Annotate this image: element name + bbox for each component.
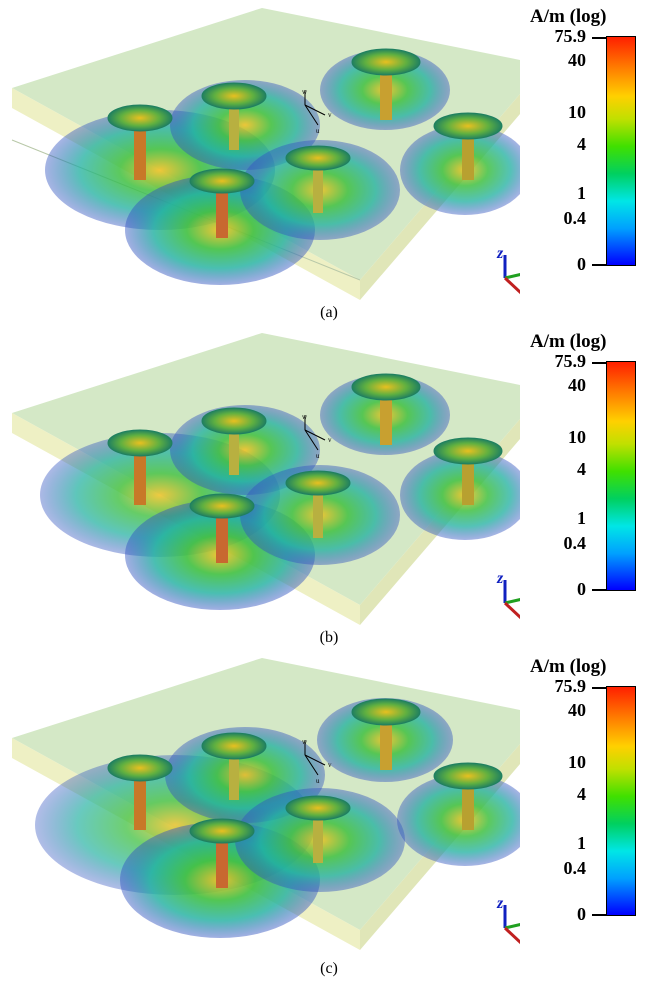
colorbar-tick: 4 (577, 784, 586, 804)
colorbar-tick: 0.4 (563, 858, 587, 878)
colorbar-tick: 1 (577, 833, 586, 853)
colorbar (606, 361, 636, 591)
panel-caption: (b) (319, 629, 339, 646)
colorbar-title: A/m (log) (530, 331, 607, 352)
panel-c: w v u z y x A/m (log) 75.9 40 10 4 1 0.4… (0, 650, 658, 977)
colorbar-tick: 4 (577, 134, 586, 154)
colorbar-tick: 10 (568, 102, 586, 122)
local-axis-u: u (316, 127, 320, 135)
axis-z-label: z (496, 895, 504, 912)
colorbar-tick: 10 (568, 752, 586, 772)
panel-b: w v u z y x A/m (log) 75.9 40 10 4 1 0.4… (0, 325, 658, 650)
local-axis-v: v (328, 436, 332, 444)
simulation-scene: w v u z y x (12, 333, 520, 625)
colorbar (606, 686, 636, 916)
local-axis-v: v (328, 111, 332, 119)
colorbar-tick: 75.9 (554, 351, 587, 371)
colorbar-tick: 0.4 (563, 208, 587, 228)
colorbar-tick: 1 (577, 183, 586, 203)
axis-z-label: z (496, 245, 504, 262)
colorbar-tick: 0 (577, 254, 586, 274)
local-axis-w: w (302, 88, 308, 96)
colorbar-tick: 40 (568, 375, 586, 395)
colorbar-title: A/m (log) (530, 656, 607, 677)
local-axis-u: u (316, 777, 320, 785)
simulation-scene: w v u z y x (12, 658, 520, 950)
simulation-scene: w v u z y x (11, 8, 520, 300)
local-axis-u: u (316, 452, 320, 460)
colorbar-title: A/m (log) (530, 6, 607, 27)
panel-a: w v u z y x A/m (log) 75.9 40 10 4 1 0.4… (0, 0, 658, 325)
panel-caption: (a) (320, 304, 338, 321)
colorbar-tick: 0.4 (563, 533, 587, 553)
colorbar-tick: 0 (577, 904, 586, 924)
colorbar-tick: 10 (568, 427, 586, 447)
panel-caption: (c) (320, 960, 338, 977)
colorbar-tick: 75.9 (554, 676, 587, 696)
local-axis-w: w (302, 738, 308, 746)
colorbar-tick: 4 (577, 459, 586, 479)
local-axis-w: w (302, 413, 308, 421)
colorbar-tick: 40 (568, 700, 586, 720)
axis-z-label: z (496, 570, 504, 587)
colorbar-tick: 0 (577, 579, 586, 599)
colorbar-tick: 40 (568, 50, 586, 70)
colorbar-tick: 1 (577, 508, 586, 528)
colorbar (606, 36, 636, 266)
colorbar-tick: 75.9 (554, 26, 587, 46)
local-axis-v: v (328, 761, 332, 769)
